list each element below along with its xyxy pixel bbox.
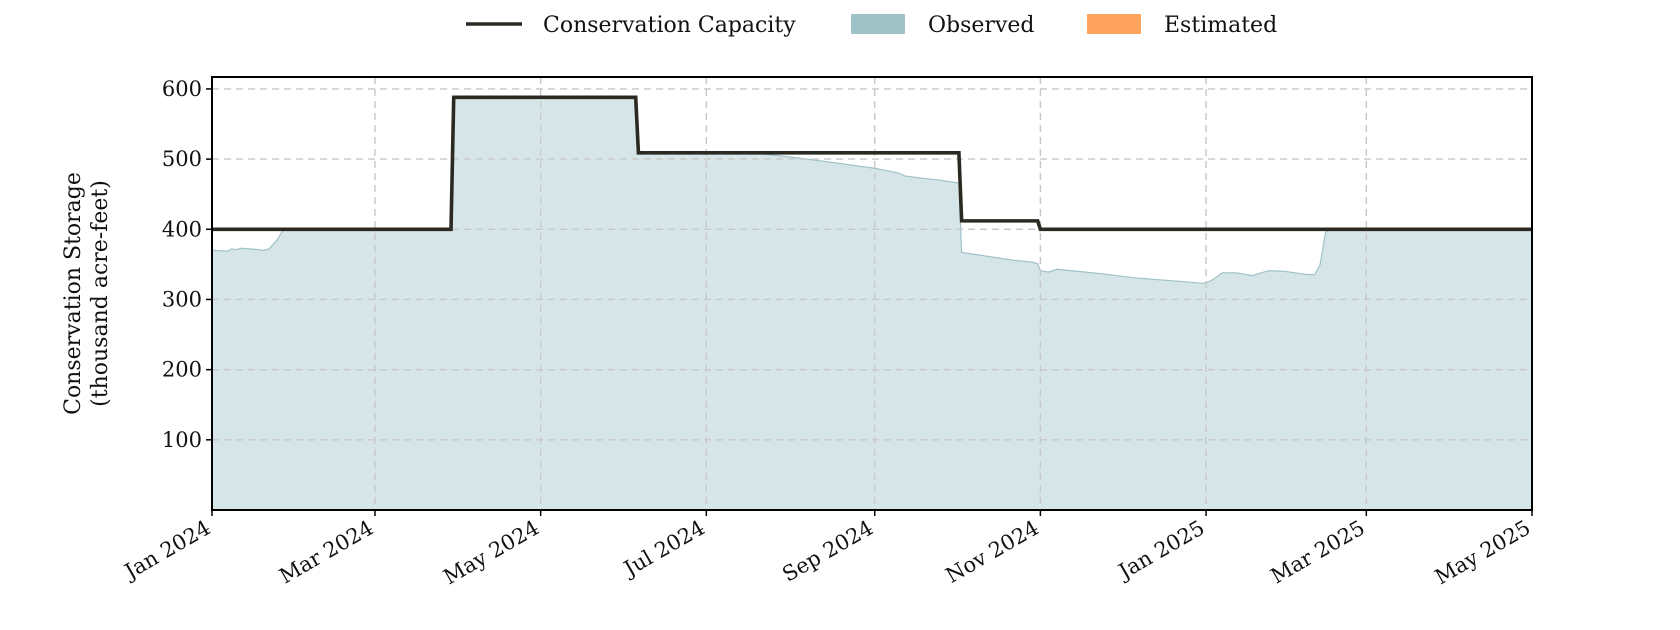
x-tick-label: Jul 2024	[618, 516, 709, 582]
observed-area	[212, 97, 1532, 510]
capacity-line	[212, 95, 1532, 232]
legend-label: Estimated	[1164, 13, 1277, 38]
y-axis-title-line: Conservation Storage	[61, 172, 86, 415]
x-tick-label: Mar 2025	[1267, 516, 1369, 589]
y-tick-label: 200	[162, 358, 202, 382]
y-axis-title: Conservation Storage(thousand acre-feet)	[61, 172, 113, 415]
y-tick-label: 100	[162, 428, 202, 452]
plot-area	[211, 96, 1532, 510]
x-axis: Jan 2024 Mar 2024 May 2024 Jul 2024 Sep 2024…	[119, 510, 1535, 589]
legend-label: Observed	[928, 13, 1034, 38]
x-tick-label: Mar 2024	[275, 516, 377, 589]
observed-edge	[211, 96, 1532, 284]
legend-swatch-observed	[851, 14, 905, 34]
legend-swatch-estimated	[1087, 14, 1141, 34]
y-axis: 100 200 300 400 500 600	[162, 77, 212, 452]
x-tick-label: May 2025	[1431, 516, 1535, 590]
y-tick-label: 500	[162, 147, 202, 171]
plot-frame	[211, 76, 1533, 511]
legend-label: Conservation Capacity	[543, 13, 796, 38]
x-tick-label: Nov 2024	[942, 516, 1043, 588]
legend: Conservation Capacity Observed Estimated	[466, 13, 1277, 38]
x-tick-label: Jan 2024	[119, 516, 215, 585]
y-tick-label: 600	[162, 77, 202, 101]
x-tick-label: May 2024	[439, 516, 543, 590]
y-axis-title-line: (thousand acre-feet)	[88, 180, 113, 407]
x-tick-label: Sep 2024	[778, 516, 877, 587]
x-tick-label: Jan 2025	[1113, 516, 1209, 585]
y-tick-label: 300	[162, 287, 202, 311]
y-tick-label: 400	[162, 217, 202, 241]
